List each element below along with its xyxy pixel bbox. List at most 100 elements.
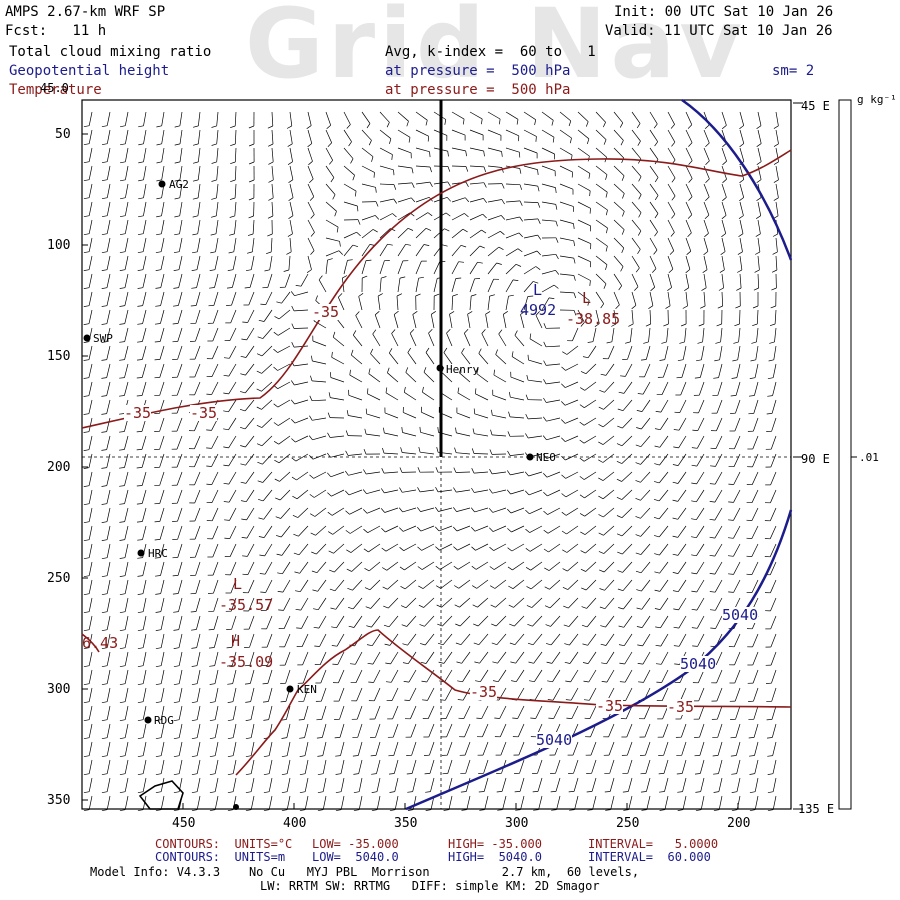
wind-barb-shaft — [361, 183, 376, 188]
wind-barb-flag — [643, 341, 649, 344]
wind-barb-flag — [628, 323, 634, 327]
wind-barb-shaft — [751, 543, 759, 557]
wind-barb-flag — [137, 287, 143, 289]
wind-barb-shaft — [300, 579, 309, 592]
wind-barb-flag — [537, 202, 541, 208]
wind-barb-shaft — [685, 273, 690, 288]
wind-barb-shaft — [124, 705, 129, 720]
wind-barb-flag — [601, 681, 608, 683]
wind-barb-flag — [637, 393, 644, 395]
wind-barb-flag — [208, 629, 215, 631]
wind-barb-flag — [621, 175, 625, 181]
wind-barb-shaft — [714, 507, 723, 521]
wind-barb-flag — [173, 809, 180, 812]
wind-barb-shaft — [703, 219, 709, 234]
wind-barb-flag — [709, 483, 716, 485]
wind-barb-flag — [598, 514, 604, 518]
wind-barb-shaft — [770, 633, 777, 648]
temp-contour-label: -35 — [312, 303, 340, 321]
wind-barb-flag — [516, 119, 519, 125]
wind-barb-shaft — [178, 273, 183, 288]
wind-barb-shaft — [718, 363, 723, 378]
wind-barb-shaft — [627, 777, 633, 792]
wind-barb-shaft — [438, 489, 453, 493]
wind-barb-flag — [580, 550, 586, 554]
wind-barb-flag — [155, 665, 162, 668]
wind-barb-flag — [137, 269, 144, 271]
wind-barb-flag — [618, 607, 624, 610]
wind-barb-flag — [417, 526, 422, 532]
wind-barb-flag — [543, 379, 547, 385]
wind-barb-flag — [83, 647, 90, 650]
wind-barb-shaft — [456, 507, 471, 512]
wind-barb-shaft — [473, 453, 489, 455]
wind-barb-flag — [211, 125, 217, 128]
wind-barb-shaft — [433, 228, 445, 239]
wind-barb-flag — [508, 585, 514, 590]
wind-barb-flag — [383, 605, 389, 609]
wind-barb-shaft — [541, 269, 556, 275]
wind-barb-shaft — [644, 705, 651, 719]
wind-barb-flag — [555, 254, 559, 260]
wind-barb-shaft — [649, 273, 656, 288]
wind-barb-flag — [120, 125, 126, 128]
wind-barb-flag — [263, 809, 270, 812]
wind-barb-shaft — [294, 417, 309, 424]
wind-barb-shaft — [474, 433, 489, 437]
wind-barb-flag — [368, 681, 374, 683]
wind-barb-shaft — [179, 165, 183, 180]
wind-barb-flag — [345, 490, 350, 496]
wind-barb-flag — [653, 123, 658, 129]
wind-barb-shaft — [458, 579, 471, 589]
wind-barb-flag — [137, 755, 144, 758]
wind-barb-shaft — [250, 723, 255, 738]
wind-barb-flag — [547, 680, 553, 683]
wind-barb-flag — [380, 508, 385, 513]
wind-barb-flag — [280, 701, 287, 703]
wind-barb-flag — [640, 791, 647, 793]
wind-barb-shaft — [282, 561, 291, 574]
wind-barb-shaft — [685, 255, 691, 270]
wind-barb-flag — [101, 665, 108, 668]
wind-barb-shaft — [178, 597, 183, 612]
wind-barb-shaft — [277, 345, 291, 353]
wind-barb-flag — [616, 496, 622, 500]
wind-barb-shaft — [298, 543, 309, 556]
wind-barb-shaft — [641, 597, 651, 610]
wind-barb-flag — [537, 234, 541, 240]
wind-barb-flag — [405, 243, 411, 246]
wind-barb-shaft — [304, 723, 309, 738]
wind-barb-flag — [292, 495, 298, 500]
wind-barb-shaft — [559, 183, 574, 190]
wind-barb-shaft — [142, 777, 147, 792]
wind-barb-shaft — [528, 435, 543, 439]
wind-barb-shaft — [423, 597, 435, 608]
wind-barb-shaft — [464, 741, 471, 756]
wind-barb-shaft — [515, 651, 525, 664]
wind-barb-shaft — [613, 165, 625, 176]
wind-barb-shaft — [545, 345, 561, 348]
wind-barb-shaft — [735, 723, 741, 738]
wind-barb-shaft — [473, 471, 489, 474]
wind-barb-shaft — [734, 669, 741, 684]
wind-barb-shaft — [88, 507, 93, 522]
wind-barb-flag — [402, 662, 409, 665]
wind-barb-shaft — [196, 615, 201, 630]
wind-barb-flag — [138, 161, 144, 164]
wind-barb-flag — [349, 663, 356, 665]
wind-barb-shaft — [622, 399, 633, 411]
wind-barb-shaft — [370, 353, 381, 365]
wind-barb-shaft — [379, 183, 395, 185]
wind-barb-shaft — [277, 399, 291, 408]
wind-barb-flag — [491, 409, 493, 416]
wind-barb-shaft — [463, 705, 471, 719]
wind-barb-shaft — [230, 579, 237, 594]
wind-barb-shaft — [228, 363, 237, 377]
wind-barb-shaft — [295, 453, 309, 462]
wind-barb-flag — [101, 287, 108, 289]
wind-barb-flag — [750, 359, 756, 362]
wind-barb-shaft — [517, 723, 525, 737]
wind-barb-shaft — [457, 561, 471, 570]
wind-barb-flag — [688, 178, 693, 183]
wind-barb-shaft — [194, 489, 201, 504]
